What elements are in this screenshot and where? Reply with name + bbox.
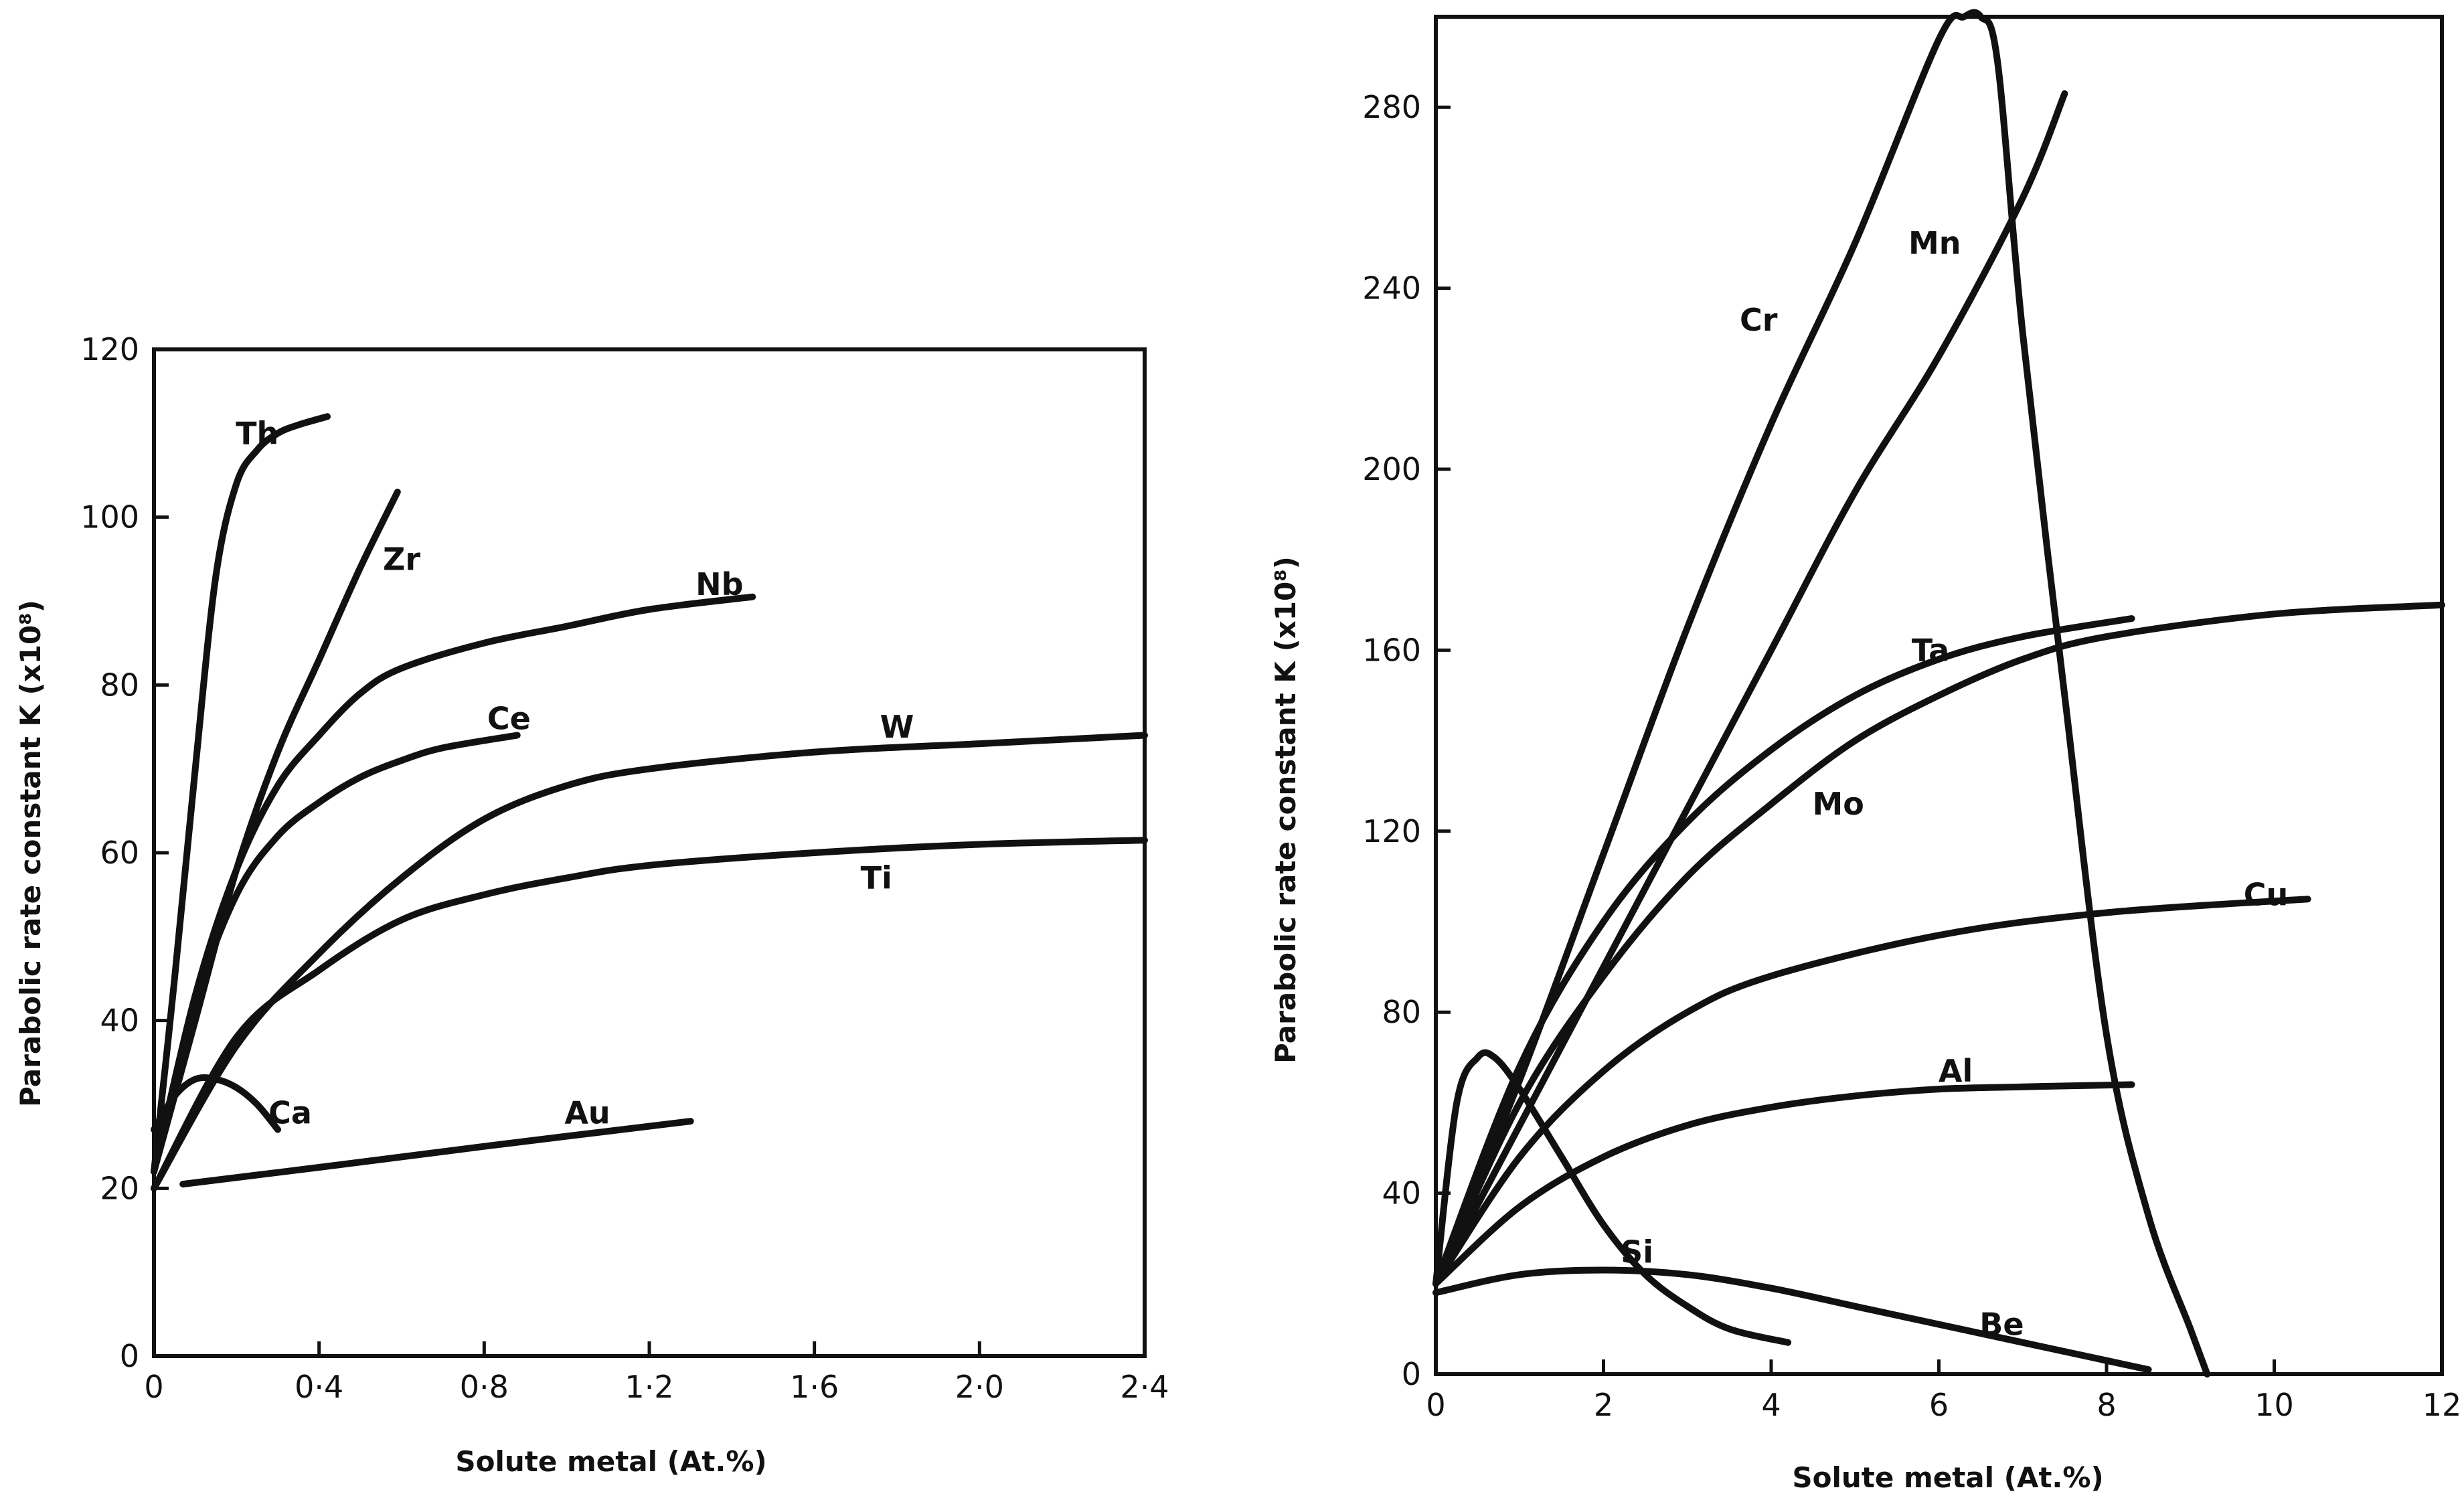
series-label-zr: Zr — [383, 541, 420, 577]
y-tick-label: 40 — [100, 1003, 139, 1039]
y-tick-label: 20 — [100, 1170, 139, 1206]
x-tick-label: 2 — [1594, 1387, 1613, 1423]
x-tick-label: 12 — [2422, 1387, 2462, 1423]
series-line-si — [1432, 1049, 1792, 1346]
series-label-si: Si — [1621, 1234, 1653, 1270]
series-line-ca — [151, 1074, 281, 1133]
series-label-be: Be — [1979, 1307, 2024, 1343]
x-tick-label: 2·4 — [1120, 1369, 1169, 1405]
x-tick-label: 1·2 — [625, 1369, 673, 1405]
series-line-au — [179, 1118, 694, 1188]
series-label-nb: Nb — [695, 566, 743, 602]
series-label-mo: Mo — [1813, 786, 1864, 822]
series-label-w: W — [880, 709, 914, 745]
chart-left-y-axis-title: Parabolic rate constant K (x10⁸) — [14, 600, 47, 1107]
series-line-ti — [151, 837, 1148, 1192]
x-tick-label: 10 — [2254, 1387, 2294, 1423]
chart-left-plot-frame — [152, 347, 1147, 1358]
y-tick-label: 0 — [120, 1338, 139, 1374]
x-tick-label: 0 — [1426, 1387, 1445, 1423]
chart-right-x-axis-title: Solute metal (At.%) — [1792, 1461, 2103, 1494]
series-label-ce: Ce — [487, 700, 531, 736]
chart-left-x-axis-title: Solute metal (At.%) — [455, 1445, 766, 1478]
y-tick-label: 0 — [1402, 1356, 1421, 1392]
series-line-al — [1432, 1081, 2135, 1287]
series-line-th — [151, 413, 331, 1175]
series-label-ta: Ta — [1912, 632, 1950, 668]
series-line-ta — [1432, 615, 2135, 1287]
x-tick-label: 1·6 — [790, 1369, 839, 1405]
series-line-nb — [151, 593, 756, 1175]
chart-right-curves — [1432, 9, 2445, 1378]
series-line-cu — [1432, 896, 2311, 1287]
chart-left-ticks: 0 0·4 0·8 1·2 1·6 2·0 2·4 0 20 40 60 80 100 120 — [80, 331, 1169, 1405]
series-line-cr — [1432, 9, 2211, 1378]
y-tick-label: 120 — [1362, 813, 1421, 849]
series-label-th: Th — [236, 415, 278, 451]
series-label-ti: Ti — [861, 860, 892, 896]
y-tick-label: 60 — [100, 835, 139, 871]
y-tick-label: 200 — [1362, 451, 1421, 487]
series-line-ce — [151, 732, 521, 1175]
x-tick-label: 0 — [144, 1369, 163, 1405]
x-tick-label: 0·4 — [295, 1369, 343, 1405]
chart-left-curves — [151, 413, 1148, 1192]
y-tick-label: 160 — [1362, 632, 1421, 668]
x-tick-label: 2·0 — [955, 1369, 1004, 1405]
y-tick-label: 280 — [1362, 89, 1421, 125]
y-tick-label: 80 — [1382, 994, 1421, 1030]
series-label-al: Al — [1939, 1053, 1973, 1089]
y-tick-label: 100 — [80, 499, 139, 535]
y-tick-label: 80 — [100, 667, 139, 703]
series-label-au: Au — [564, 1095, 610, 1131]
chart-left-series-labels: Th Zr Nb Ce W Ti Ca Au — [236, 415, 914, 1131]
series-label-ca: Ca — [268, 1095, 312, 1131]
y-tick-label: 120 — [80, 331, 139, 367]
y-tick-label: 240 — [1362, 270, 1421, 307]
series-line-zr — [151, 489, 401, 1175]
series-label-cr: Cr — [1740, 302, 1778, 338]
chart-right-series-labels: Cr Mn Ta Mo Cu Al Si Be — [1621, 225, 2288, 1343]
series-line-mn — [1432, 90, 2068, 1287]
series-label-cu: Cu — [2244, 876, 2289, 912]
series-label-mn: Mn — [1908, 225, 1961, 261]
x-tick-label: 4 — [1761, 1387, 1781, 1423]
series-line-mo — [1432, 601, 2445, 1287]
y-tick-label: 40 — [1382, 1175, 1421, 1212]
chart-right-y-axis-title: Parabolic rate constant K (x10⁸) — [1269, 556, 1302, 1064]
series-line-be — [1432, 1266, 2152, 1373]
x-tick-label: 6 — [1929, 1387, 1949, 1423]
x-tick-label: 8 — [2097, 1387, 2116, 1423]
x-tick-label: 0·8 — [460, 1369, 509, 1405]
chart-left: 0 0·4 0·8 1·2 1·6 2·0 2·4 0 20 40 60 80 100 120 Th Zr N… — [14, 331, 1169, 1478]
